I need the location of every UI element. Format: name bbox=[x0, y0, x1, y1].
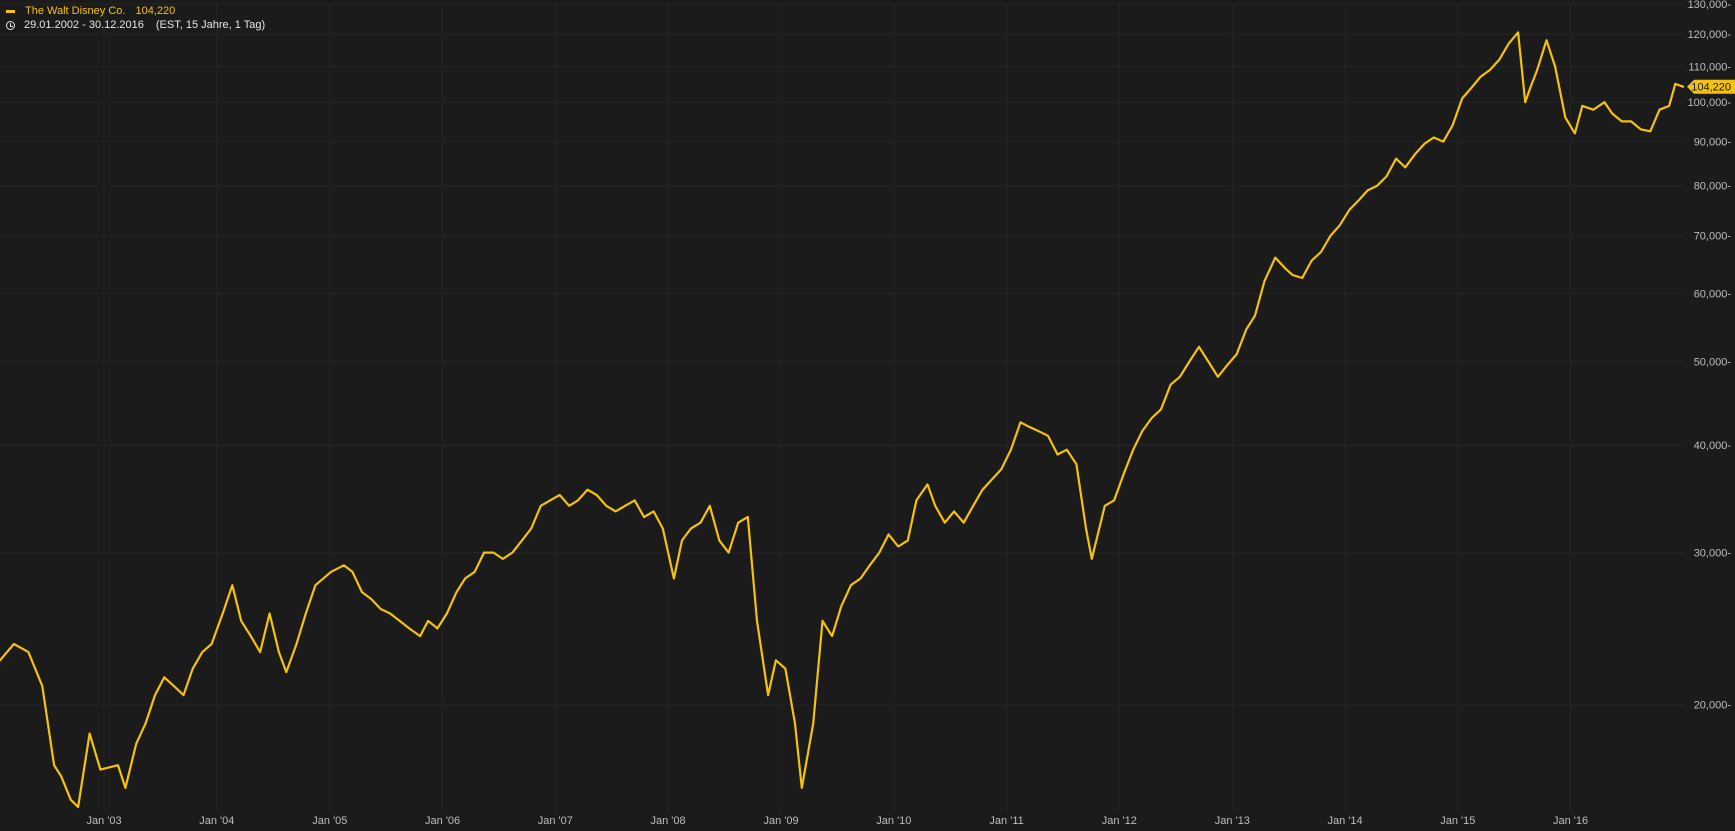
x-tick-label: Jan '13 bbox=[1215, 815, 1250, 827]
y-tick-label: 60,000- bbox=[1694, 288, 1732, 300]
x-tick-label: Jan '06 bbox=[425, 815, 460, 827]
x-tick-label: Jan '14 bbox=[1328, 815, 1363, 827]
range-note: (EST, 15 Jahre, 1 Tag) bbox=[155, 19, 266, 31]
chart-legend: The Walt Disney Co. 104,220 29.01.2002 -… bbox=[6, 4, 265, 32]
y-tick-label: 130,000- bbox=[1688, 0, 1732, 11]
y-tick-label: 70,000- bbox=[1694, 231, 1732, 243]
x-tick-label: Jan '08 bbox=[651, 815, 686, 827]
date-range: 29.01.2002 - 30.12.2016 bbox=[24, 19, 144, 31]
y-tick-label: 80,000- bbox=[1694, 181, 1732, 193]
series-layer bbox=[0, 31, 1685, 809]
last-value-badge bbox=[1687, 79, 1735, 94]
y-tick-label: 30,000- bbox=[1694, 548, 1732, 560]
x-tick-label: Jan '05 bbox=[312, 815, 347, 827]
x-tick-label: Jan '10 bbox=[876, 815, 911, 827]
legend-series-value: 104,220 bbox=[135, 5, 176, 17]
legend-series-name: The Walt Disney Co. bbox=[25, 5, 126, 17]
legend-swatch-icon bbox=[6, 9, 15, 13]
y-tick-label: 120,000- bbox=[1688, 29, 1732, 41]
legend-series-row[interactable]: The Walt Disney Co. 104,220 bbox=[6, 4, 265, 18]
last-value-label: 104,220 bbox=[1691, 82, 1731, 94]
grid bbox=[0, 3, 1683, 812]
y-tick-label: 50,000- bbox=[1694, 357, 1732, 369]
clock-icon bbox=[6, 20, 15, 30]
y-tick-label: 20,000- bbox=[1694, 699, 1732, 711]
y-tick-label: 90,000- bbox=[1694, 137, 1732, 149]
y-tick-label: 100,000- bbox=[1688, 97, 1732, 109]
y-tick-label: 40,000- bbox=[1694, 440, 1732, 452]
x-tick-label: Jan '04 bbox=[199, 815, 234, 827]
x-axis: Jan '03 Jan '04 Jan '05 Jan '06 Jan '07 Jan '… bbox=[87, 815, 1589, 827]
x-tick-label: Jan '07 bbox=[538, 815, 573, 827]
x-tick-label: Jan '11 bbox=[989, 815, 1023, 827]
x-tick-label: Jan '12 bbox=[1102, 815, 1137, 827]
last-value-marker: 104,220 bbox=[1687, 79, 1735, 94]
y-axis: 20,000- 30,000- 40,000- 50,000- 60,000- 70,00… bbox=[1688, 0, 1732, 711]
legend-range-row: 29.01.2002 - 30.12.2016 (EST, 15 Jahre, … bbox=[6, 18, 265, 32]
y-tick-label: 110,000- bbox=[1688, 62, 1731, 74]
x-tick-label: Jan '16 bbox=[1553, 815, 1588, 827]
x-tick-label: Jan '15 bbox=[1440, 815, 1475, 827]
x-tick-label: Jan '03 bbox=[87, 815, 122, 827]
x-tick-label: Jan '09 bbox=[764, 815, 799, 827]
series-line-disney[interactable] bbox=[0, 31, 1685, 809]
